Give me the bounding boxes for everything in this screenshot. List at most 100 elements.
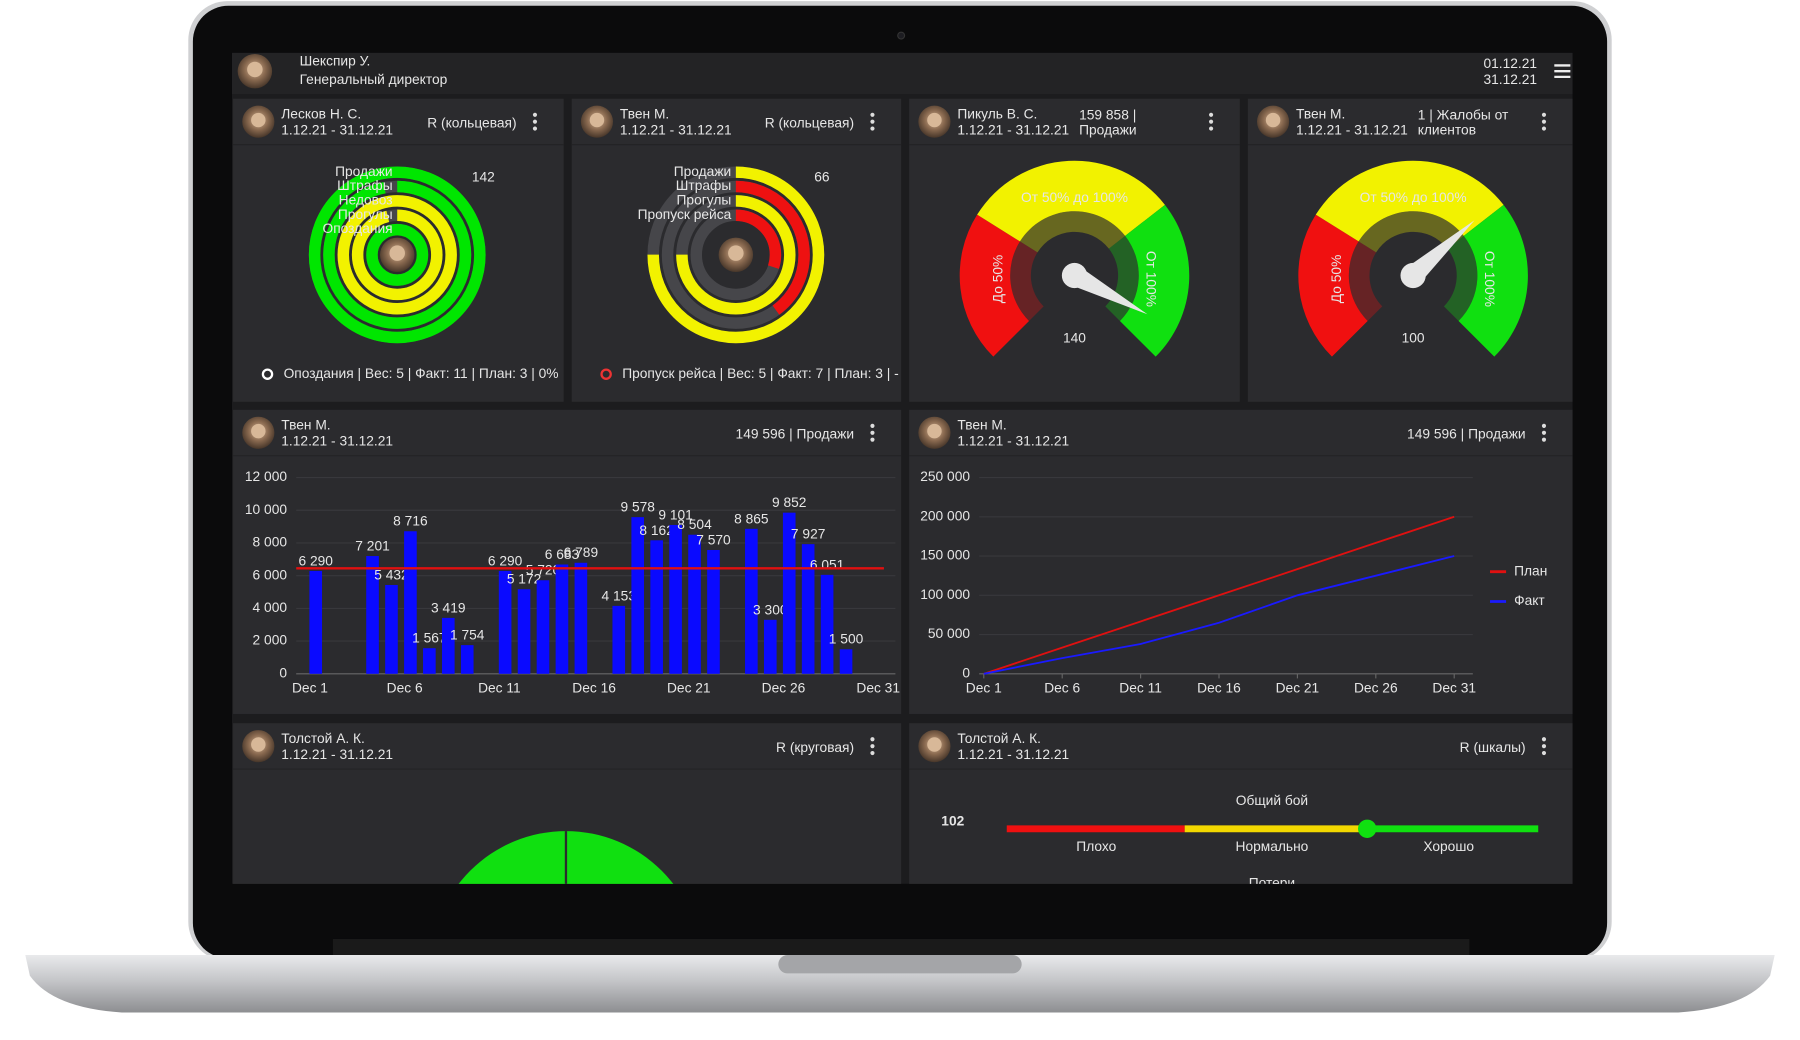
y-tick-label: 0 [962,665,970,680]
bar [555,564,569,674]
widget-title: 149 596 | Продажи [735,425,855,442]
bar [763,619,777,674]
value-label: 6 789 [564,545,598,560]
menu-dot [1209,119,1214,124]
x-tick-label: Dec 11 [1119,680,1162,695]
ring-label: Прогулы [677,193,732,208]
value-label: 3 300 [753,602,788,617]
base-notch [778,955,1022,974]
period: 1.12.21 - 31.12.21 [281,123,393,138]
avatar [580,105,614,138]
y-tick-label: 8 000 [253,535,288,550]
widget-card [909,723,1573,884]
widget-menu[interactable] [870,737,875,756]
line-series [983,555,1455,675]
menu-dot [1209,126,1214,131]
x-tick-label: Dec 11 [478,680,521,695]
x-tick-label: Dec 31 [1432,680,1476,695]
widget-menu[interactable] [1541,112,1547,131]
menu-dot [870,126,875,131]
x-tick-label: Dec 21 [667,680,711,695]
camera [897,31,906,40]
period: 1.12.21 - 31.12.21 [957,123,1069,138]
avatar-face [251,112,266,128]
gauge-value: 140 [1063,330,1086,345]
avatar-face [927,423,942,439]
menu-dot [870,112,875,117]
ring-total: 142 [472,170,495,185]
y-tick-label: 2 000 [253,633,288,648]
value-label: 9 578 [620,500,655,515]
period: 1.12.21 - 31.12.21 [620,123,732,138]
person-name: Твен М. [620,106,669,121]
person-name: Твен М. [957,418,1006,433]
value-label: 6 290 [298,553,333,568]
avatar-face [247,61,263,78]
ring-label: Штрафы [676,178,731,193]
ring-arc [351,209,443,301]
widget-title-box: R (кольцевая) [765,115,854,130]
scale-knob [1358,819,1377,838]
gauge-needle [1406,220,1475,284]
avatar [242,105,275,138]
widget-menu[interactable] [870,112,875,131]
widget-title: R (шкалы) [1459,738,1526,755]
pie-slice [565,831,674,884]
widget-menu[interactable] [1209,112,1214,131]
menu-dot [870,737,875,742]
gauge-zone-label: От 100% [1482,251,1497,307]
menu-dot [1541,112,1547,117]
ring-arc [323,180,472,329]
menu-dot [870,750,875,756]
widget-title: R (кольцевая) [427,114,517,131]
value-label: 6 683 [545,547,580,562]
widget-menu[interactable] [870,423,875,442]
value-label: 9 101 [658,507,692,522]
person-name: Твен М. [281,418,330,433]
next-scale-title: Потери [1249,876,1295,891]
ring-footer: Опоздания | Вес: 5 | Факт: 11 | План: 3 … [284,366,559,381]
laptop-base [25,955,1775,1013]
menu-dot [532,112,538,117]
gauge-zone-inner [1358,211,1464,253]
avatar [242,416,275,449]
date-from: 01.12.21 [1483,56,1537,71]
period: 1.12.21 - 31.12.21 [281,434,393,449]
widget-menu[interactable] [1541,423,1547,442]
bar [612,605,626,674]
bar [745,528,758,674]
hinge [332,938,1470,956]
ring-arc [366,223,429,286]
avatar-face [589,112,605,128]
gauge-zone-label: До 50% [1329,255,1344,304]
value-label: 6 290 [488,553,523,568]
y-tick-label: 12 000 [245,469,287,484]
widget-menu[interactable] [532,112,538,131]
y-tick-label: 50 000 [928,626,970,641]
scale-title: Общий бой [1236,793,1308,808]
value-label: 8 865 [734,511,769,526]
menu-dot [1541,744,1547,749]
user-role: Генеральный директор [300,72,448,87]
gauge-zone-inner [1443,235,1478,321]
value-label: 7 927 [791,527,825,542]
value-label: 3 419 [431,600,465,615]
value-label: 4 153 [602,588,637,603]
widget-menu[interactable] [1541,737,1547,756]
date-to: 31.12.21 [1483,72,1537,87]
menu-button[interactable] [1554,64,1571,79]
legend-label: Факт [1514,593,1545,608]
person-name: Твен М. [1296,106,1345,121]
bar [309,570,323,674]
ring-footer: Пропуск рейса | Вес: 5 | Факт: 7 | План:… [622,366,899,381]
pie-slice [458,831,566,884]
widget-title-box: 1 | Жалобы от клиентов [1418,107,1509,137]
ring-label: Продажи [674,164,732,179]
value-label: 8 504 [677,517,712,532]
avatar-face [927,737,942,752]
ring-arc [676,195,796,315]
widget-title-box: 149 596 | Продажи [1407,426,1526,441]
widget-title-box: R (шкалы) [1459,738,1526,755]
value-label: 7 201 [355,538,389,553]
person-name: Толстой А. К. [281,731,365,746]
